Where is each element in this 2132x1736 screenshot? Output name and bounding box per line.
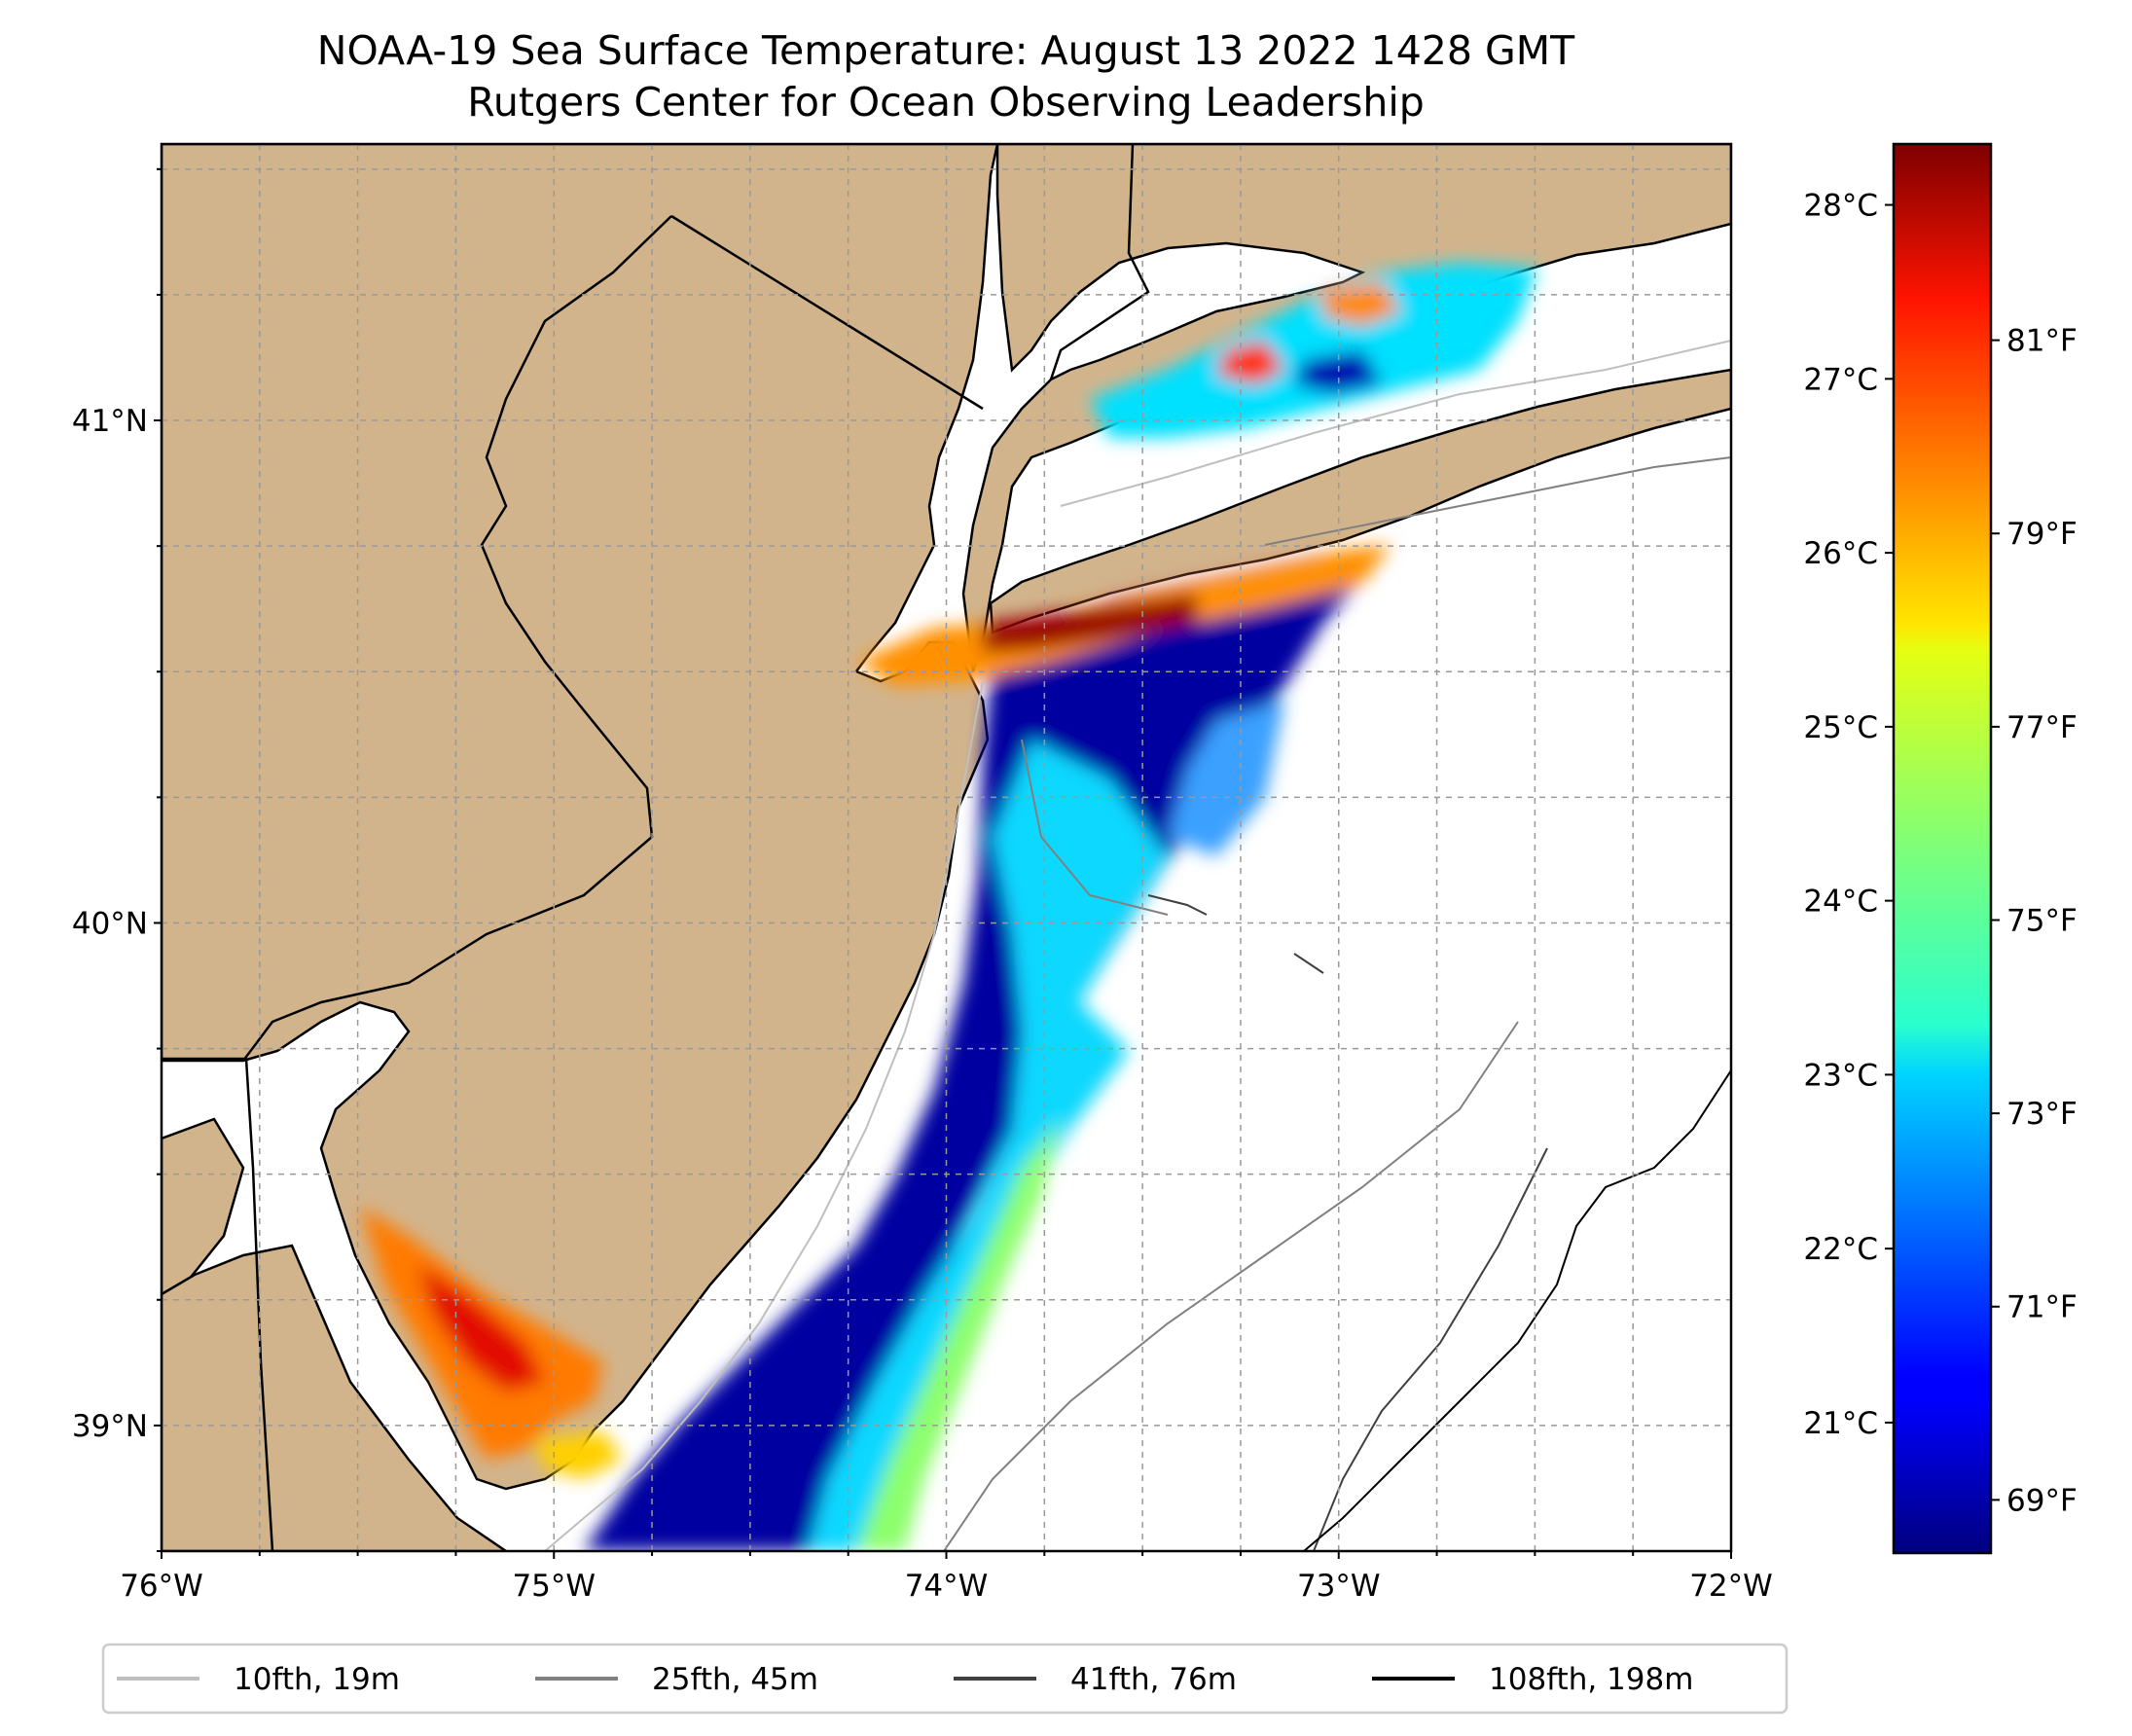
lat-tick-label: 39°N xyxy=(72,1409,148,1444)
sst-swath-green-edge xyxy=(856,1119,1061,1551)
land-delaware xyxy=(162,1117,245,1296)
title-line-2: Rutgers Center for Ocean Observing Leade… xyxy=(467,79,1425,126)
contour-45m xyxy=(943,456,1731,1551)
legend-label: 41fth, 76m xyxy=(1070,1662,1237,1697)
lis-orange xyxy=(1323,282,1401,326)
sst-swath-light-blue xyxy=(1168,701,1284,856)
lis-base xyxy=(1090,263,1537,438)
colorbar-fahrenheit-label: 71°F xyxy=(2006,1290,2078,1325)
lon-axis: 76°W 75°W 74°W 73°W 72°W xyxy=(120,1551,1773,1604)
colorbar-fahrenheit-label: 75°F xyxy=(2006,903,2078,938)
lon-tick-label: 74°W xyxy=(905,1569,989,1604)
state-border-ny-nj xyxy=(670,214,984,411)
colorbar-celsius-ticks: 21°C 22°C 23°C 24°C 25°C 26°C 27°C 28°C xyxy=(1803,189,1894,1441)
colorbar-fahrenheit-label: 79°F xyxy=(2006,517,2078,552)
legend-label: 25fth, 45m xyxy=(652,1662,818,1697)
sst-long-island-sound xyxy=(1090,263,1537,438)
legend-label: 10fth, 19m xyxy=(234,1662,400,1697)
sst-delaware-bay xyxy=(360,1207,623,1479)
lat-tick-label: 41°N xyxy=(72,404,148,439)
colorbar-fahrenheit-label: 73°F xyxy=(2006,1097,2078,1132)
state-border-nj-pa xyxy=(242,215,672,1062)
lis-dark xyxy=(1294,350,1382,394)
map-panel xyxy=(162,144,1731,1551)
sst-swath xyxy=(584,545,1391,1551)
gridlines xyxy=(162,144,1731,1551)
legend-items: 10fth, 19m 25fth, 45m 41fth, 76m 108fth, 19… xyxy=(117,1662,1693,1697)
colorbar-celsius-label: 26°C xyxy=(1803,536,1878,571)
land-new-jersey xyxy=(162,144,999,1491)
colorbar-celsius-label: 22°C xyxy=(1803,1232,1878,1267)
colorbar-celsius-label: 25°C xyxy=(1803,710,1878,745)
colorbar-fahrenheit-label: 81°F xyxy=(2006,324,2078,359)
legend: 10fth, 19m 25fth, 45m 41fth, 76m 108fth, 19… xyxy=(101,1643,1789,1715)
colorbar-celsius-label: 27°C xyxy=(1803,362,1878,397)
colorbar-celsius-label: 23°C xyxy=(1803,1058,1878,1093)
lat-axis: 39°N 40°N 41°N xyxy=(72,167,162,1552)
contour-19m xyxy=(544,340,1731,1551)
sst-swath-cyan-band xyxy=(808,740,1168,1551)
land-delmarva xyxy=(162,1244,509,1551)
colorbar-bar xyxy=(1892,142,1993,1555)
colorbar-celsius-label: 24°C xyxy=(1803,885,1878,920)
colorbar-celsius-label: 21°C xyxy=(1803,1406,1878,1441)
title-line-1: NOAA-19 Sea Surface Temperature: August … xyxy=(317,27,1575,74)
legend-box xyxy=(101,1643,1789,1715)
colorbar-fahrenheit-ticks: 69°F 71°F 73°F 75°F 77°F 79°F 81°F xyxy=(1991,324,2078,1518)
lon-tick-label: 73°W xyxy=(1297,1569,1381,1604)
db-mouth xyxy=(535,1430,623,1479)
sst-nearshore-hot xyxy=(983,594,1197,652)
db-hot xyxy=(418,1265,545,1392)
state-border-ny-ct xyxy=(1049,144,1150,380)
lis-warm xyxy=(1216,341,1284,384)
state-border-de-md xyxy=(162,1057,274,1551)
contour-198m xyxy=(1303,1069,1731,1551)
legend-label: 108fth, 198m xyxy=(1489,1662,1693,1697)
colorbar: 21°C 22°C 23°C 24°C 25°C 26°C 27°C 28°C 69°F 71°… xyxy=(1803,142,2078,1555)
lon-tick-label: 72°W xyxy=(1689,1569,1773,1604)
lon-tick-label: 76°W xyxy=(120,1569,203,1604)
colorbar-fahrenheit-label: 69°F xyxy=(2006,1483,2078,1518)
colorbar-fahrenheit-label: 77°F xyxy=(2006,710,2078,745)
lat-tick-label: 40°N xyxy=(72,906,148,941)
colorbar-celsius-label: 28°C xyxy=(1803,189,1878,224)
lon-tick-label: 75°W xyxy=(512,1569,596,1604)
